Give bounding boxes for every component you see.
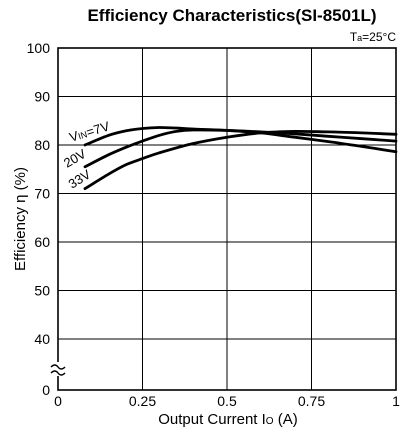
x-tick-label-0.5: 0.5 <box>217 393 237 409</box>
y-tick-label-60: 60 <box>34 234 50 250</box>
y-tick-label-40: 40 <box>34 331 50 347</box>
x-tick-label-0.25: 0.25 <box>129 393 156 409</box>
x-axis-label: Output Current IO (A) <box>158 411 298 428</box>
chart-title: Efficiency Characteristics(SI-8501L) <box>87 6 376 25</box>
series-label-vin7v: VIN=7V <box>67 118 111 144</box>
tick-labels: 0 0.25 0.5 0.75 1 0 40 50 60 70 80 90 100 <box>27 40 400 409</box>
x-tick-label-1: 1 <box>392 393 400 409</box>
x-tick-label-0.75: 0.75 <box>298 393 325 409</box>
y-tick-label-0: 0 <box>42 382 50 398</box>
y-tick-label-90: 90 <box>34 89 50 105</box>
y-tick-label-70: 70 <box>34 186 50 202</box>
axis-break-mark <box>50 362 66 376</box>
y-tick-label-100: 100 <box>27 40 51 56</box>
temperature-condition: Ta=25°C <box>350 30 397 44</box>
y-tick-label-50: 50 <box>34 283 50 299</box>
plot-frame <box>57 47 397 391</box>
series-line-33v <box>83 129 398 190</box>
y-axis-label: Efficiency η (%) <box>12 167 29 271</box>
series-lines <box>83 126 398 190</box>
x-tick-label-0: 0 <box>54 393 62 409</box>
grid-lines <box>58 48 396 390</box>
series-line-20v <box>83 128 398 169</box>
series-label-33v: 33V <box>66 166 94 191</box>
y-tick-label-80: 80 <box>34 137 50 153</box>
